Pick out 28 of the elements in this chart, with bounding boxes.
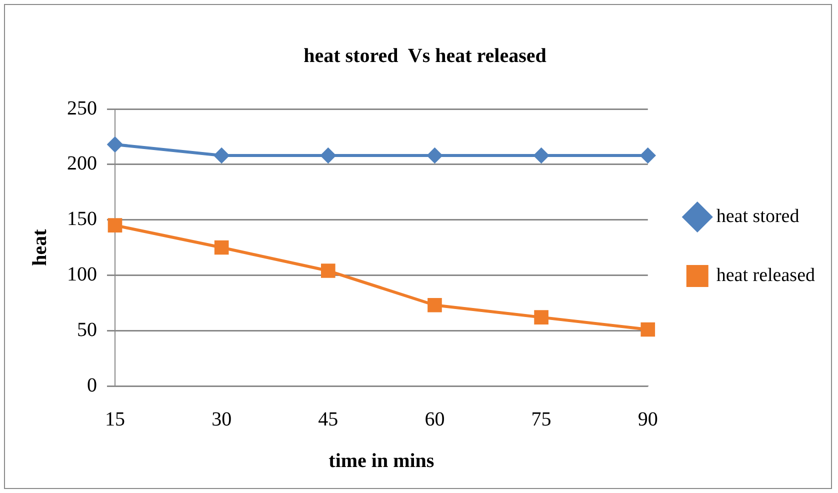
- x-tick-label: 15: [105, 408, 125, 430]
- y-tick-label: 50: [77, 318, 97, 341]
- legend-label: heat stored: [716, 206, 800, 227]
- point: [214, 148, 230, 164]
- x-tick-label: 30: [212, 408, 232, 430]
- point: [534, 310, 548, 324]
- chart-title: heat stored Vs heat released: [304, 45, 546, 68]
- y-axis-title: heat: [29, 228, 52, 266]
- point: [427, 148, 442, 164]
- y-tick-label: 250: [67, 97, 97, 120]
- point: [320, 148, 336, 164]
- legend-label: heat released: [716, 264, 816, 286]
- y-tick-label: 150: [67, 208, 97, 230]
- point: [108, 136, 122, 152]
- x-tick-label: 75: [531, 408, 552, 430]
- x-tick-label: 60: [424, 408, 445, 430]
- y-tick-label: 200: [67, 152, 97, 175]
- x-tick-label: 45: [318, 408, 338, 430]
- x-axis-title: time in mins: [328, 450, 434, 472]
- point: [214, 240, 229, 255]
- point: [534, 148, 549, 164]
- y-tick-label: 100: [67, 263, 97, 286]
- y-tick-label: 0: [87, 374, 97, 396]
- point: [428, 298, 442, 312]
- x-tick-label: 90: [638, 408, 658, 430]
- point: [640, 322, 656, 337]
- point: [640, 148, 656, 164]
- point: [320, 264, 336, 278]
